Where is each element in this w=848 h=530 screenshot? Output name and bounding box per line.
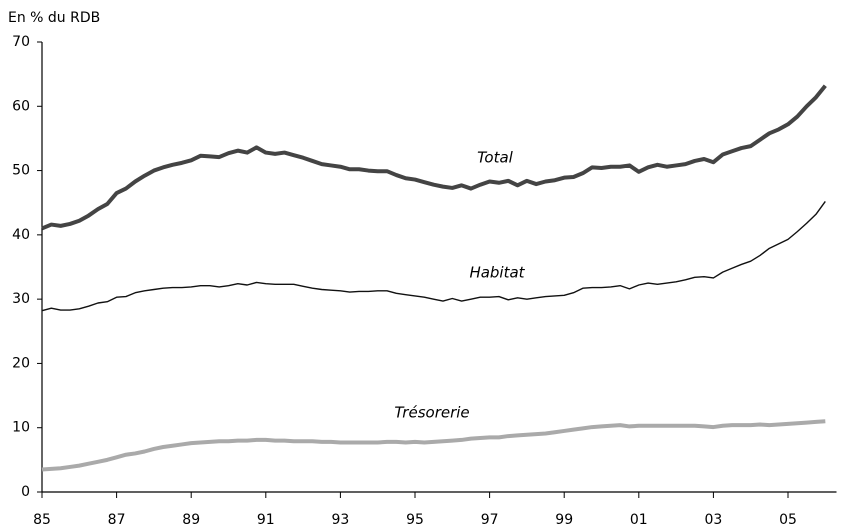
y-tick-label: 60 xyxy=(12,98,30,114)
y-tick-label: 50 xyxy=(12,163,30,179)
series-line xyxy=(41,419,826,472)
y-tick-label: 0 xyxy=(21,484,30,500)
y-tick-label: 30 xyxy=(12,291,30,307)
series-line xyxy=(41,84,827,231)
x-tick-label: 89 xyxy=(182,512,200,528)
y-tick-label: 10 xyxy=(12,420,30,436)
series-label: Total xyxy=(477,149,514,167)
x-tick-label: 91 xyxy=(257,512,275,528)
x-tick-label: 93 xyxy=(331,512,349,528)
x-tick-label: 99 xyxy=(555,512,573,528)
series-label: Trésorerie xyxy=(394,404,469,422)
y-tick-label: 70 xyxy=(12,34,30,50)
x-tick-label: 03 xyxy=(704,512,722,528)
x-tick-label: 01 xyxy=(630,512,648,528)
x-tick-label: 87 xyxy=(108,512,126,528)
y-tick-label: 40 xyxy=(12,227,30,243)
series-line xyxy=(41,201,826,312)
series-label: Habitat xyxy=(469,264,525,282)
x-tick-label: 95 xyxy=(406,512,424,528)
x-tick-label: 97 xyxy=(481,512,499,528)
y-tick-label: 20 xyxy=(12,355,30,371)
y-axis-title: En % du RDB xyxy=(8,10,100,26)
x-tick-label: 85 xyxy=(33,512,51,528)
x-tick-label: 05 xyxy=(779,512,797,528)
